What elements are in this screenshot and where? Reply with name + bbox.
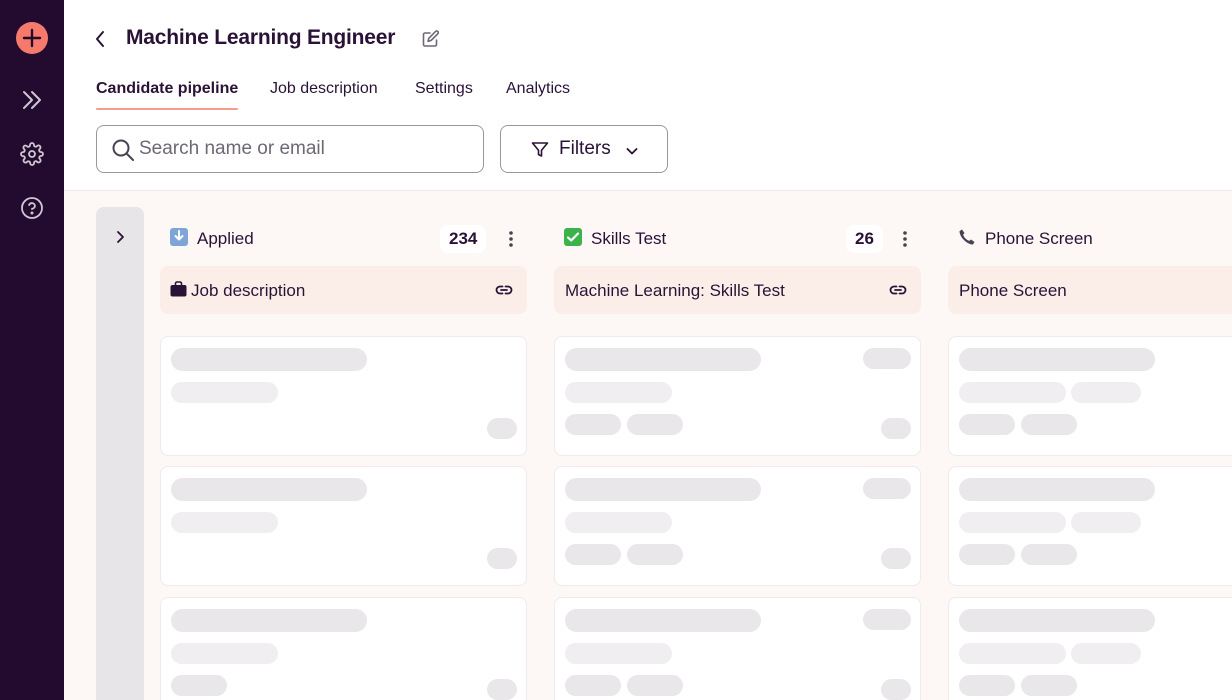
column-header: Applied 234 xyxy=(160,225,528,253)
telephone-icon xyxy=(958,228,976,246)
column-header: Phone Screen xyxy=(948,225,1232,253)
stage-link-bar[interactable]: Job description xyxy=(160,266,527,314)
help-icon[interactable] xyxy=(20,196,44,220)
search-box xyxy=(96,125,484,173)
tab-job-description[interactable]: Job description xyxy=(270,80,378,97)
candidate-card-skeleton xyxy=(554,466,921,586)
candidate-card-skeleton xyxy=(554,336,921,456)
column-title: Applied xyxy=(197,229,254,248)
briefcase-icon xyxy=(170,281,187,297)
collapsed-column[interactable] xyxy=(96,207,144,700)
candidate-card-skeleton xyxy=(948,336,1232,456)
candidate-card-skeleton xyxy=(160,466,527,586)
stage-link-bar[interactable]: Phone Screen xyxy=(948,266,1232,314)
stage-link-label: Machine Learning: Skills Test xyxy=(565,281,785,300)
link-icon[interactable] xyxy=(494,280,514,300)
candidate-card-skeleton xyxy=(948,466,1232,586)
more-options-icon[interactable] xyxy=(898,229,912,249)
candidate-card-skeleton xyxy=(160,336,527,456)
back-chevron-icon[interactable] xyxy=(90,28,110,50)
inbox-tray-icon xyxy=(170,228,188,246)
app-sidebar xyxy=(0,0,64,700)
candidate-card-skeleton xyxy=(554,597,921,700)
stage-link-bar[interactable]: Machine Learning: Skills Test xyxy=(554,266,921,314)
column-title: Skills Test xyxy=(591,229,667,248)
filter-icon xyxy=(531,141,549,159)
column-count-badge: 234 xyxy=(440,225,487,253)
gear-icon[interactable] xyxy=(20,142,44,166)
candidate-card-skeleton xyxy=(160,597,527,700)
pipeline-column-applied: Applied 234 Job description xyxy=(160,191,528,700)
column-count-badge: 26 xyxy=(846,225,883,253)
tab-analytics[interactable]: Analytics xyxy=(506,80,571,97)
column-title: Phone Screen xyxy=(985,229,1093,248)
add-icon[interactable] xyxy=(16,22,48,54)
expand-sidebar-icon[interactable] xyxy=(20,88,44,112)
link-icon[interactable] xyxy=(888,280,908,300)
column-header: Skills Test 26 xyxy=(554,225,922,253)
stage-link-label: Phone Screen xyxy=(959,281,1067,300)
page-title: Machine Learning Engineer xyxy=(126,26,396,49)
candidate-card-skeleton xyxy=(948,597,1232,700)
stage-link-label: Job description xyxy=(191,281,306,300)
chevron-down-icon xyxy=(625,144,639,158)
edit-icon[interactable] xyxy=(421,29,441,49)
tab-candidate-pipeline[interactable]: Candidate pipeline xyxy=(96,80,239,110)
pipeline-column-skills-test: Skills Test 26 Machine Learning: Skills … xyxy=(554,191,922,700)
search-input[interactable] xyxy=(139,136,469,162)
filters-button[interactable]: Filters xyxy=(500,125,668,173)
search-icon xyxy=(111,138,135,162)
chevron-right-icon xyxy=(112,229,128,245)
pipeline-board: Applied 234 Job description xyxy=(64,190,1232,700)
filters-label: Filters xyxy=(559,138,611,159)
tab-settings[interactable]: Settings xyxy=(415,80,473,97)
check-box-icon xyxy=(564,228,582,246)
pipeline-column-phone-screen: Phone Screen Phone Screen xyxy=(948,191,1232,700)
more-options-icon[interactable] xyxy=(504,229,518,249)
